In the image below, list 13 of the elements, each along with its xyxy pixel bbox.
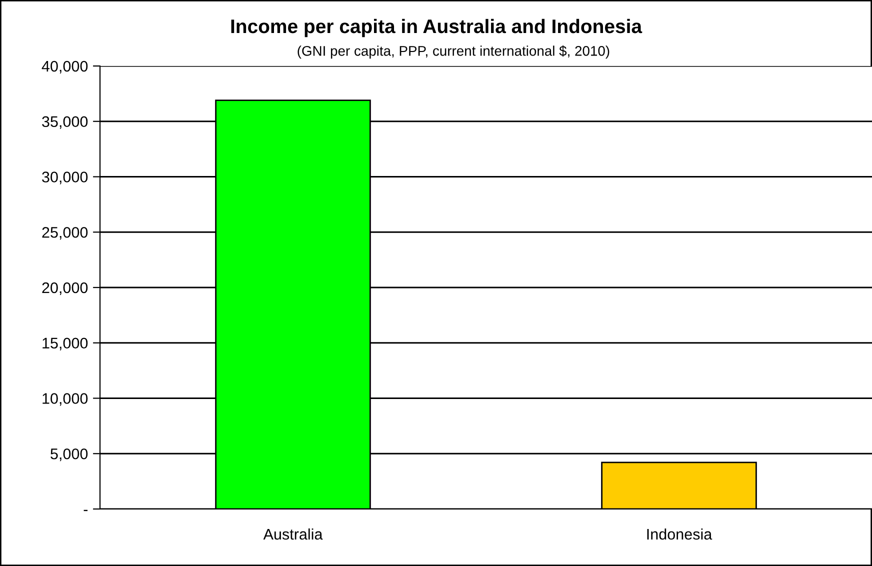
y-tick-label: 10,000	[42, 393, 88, 406]
y-tick-label: 15,000	[42, 338, 88, 350]
y-tick-label: 25,000	[42, 226, 88, 240]
y-tick-label: -	[84, 510, 88, 512]
x-tick-label: Indonesia	[647, 528, 712, 540]
chart-title: Income per capita in Australia and Indonesia	[231, 18, 642, 38]
chart-subtitle: (GNI per capita, PPP, current international $, 2010)	[298, 45, 610, 59]
y-tick-label: 20,000	[42, 282, 88, 295]
x-tick-label: Australia	[263, 528, 323, 540]
y-tick-label: 5,000	[50, 448, 88, 462]
y-tick-label: 35,000	[42, 116, 88, 129]
y-tick-label: 30,000	[42, 172, 88, 184]
y-tick-label: 40,000	[42, 60, 88, 74]
